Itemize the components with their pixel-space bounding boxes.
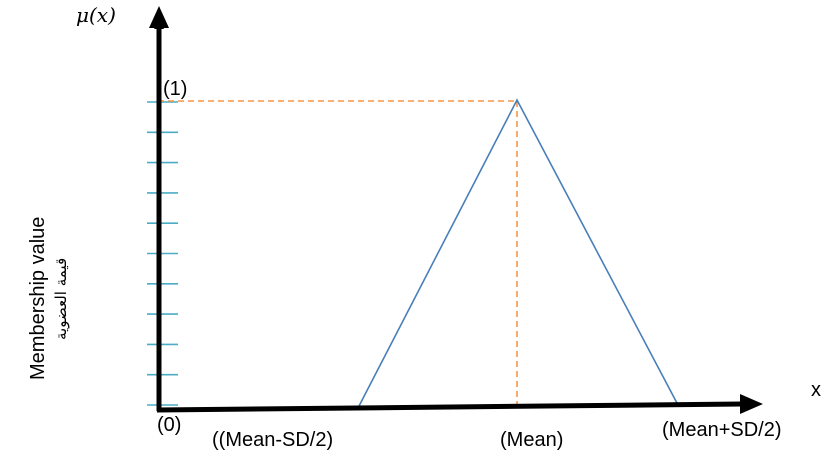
peak-label: (1) [163, 78, 187, 100]
x-label-mean-plus: (Mean+SD/2) [662, 419, 782, 441]
x-axis-symbol: x [811, 379, 821, 401]
y-axis-label-arabic: قيمة العضوية [52, 258, 70, 340]
y-axis-ticks [147, 101, 178, 406]
x-label-mean-minus: ((Mean-SD/2) [212, 429, 333, 451]
y-axis-arrow [149, 6, 169, 28]
x-label-mean: (Mean) [500, 429, 563, 451]
triangular-membership-curve [357, 98, 679, 409]
x-axis-arrow [740, 394, 763, 414]
origin-label: (0) [157, 414, 181, 436]
y-axis-symbol: μ(x) [76, 3, 116, 27]
y-axis-label-english: Membership value [27, 217, 49, 380]
x-axis [156, 401, 743, 413]
